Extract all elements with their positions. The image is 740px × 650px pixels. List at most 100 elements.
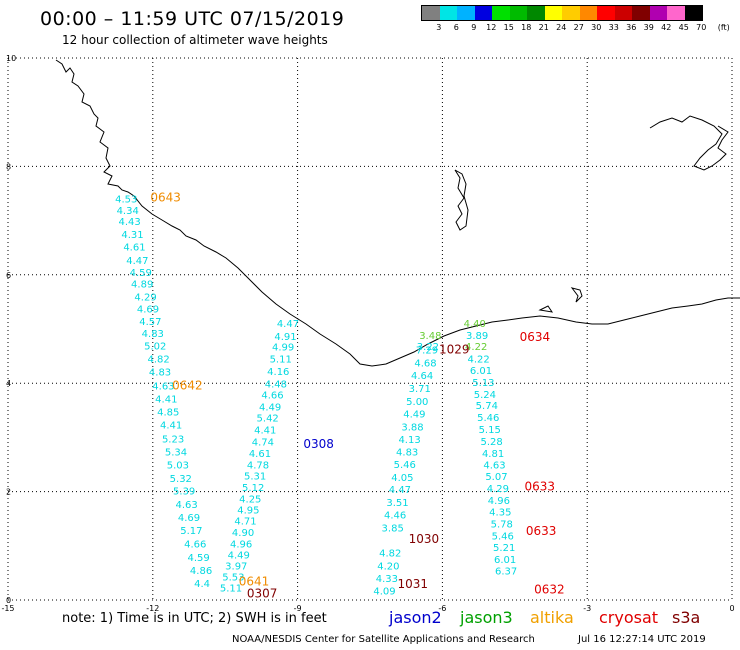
y-tick-label: 10 [6,54,16,63]
wave-height-value: 4.89 [131,279,153,290]
wave-height-value: 4.22 [465,342,487,353]
legend-bin-label: 33 [608,23,619,32]
wave-height-value: 5.12 [242,483,264,494]
wave-height-value: 5.11 [270,355,292,366]
wave-height-value: 4.90 [232,528,254,539]
wave-height-value: 4.74 [252,438,274,449]
legend-bin-label: 70 [696,23,707,32]
wave-height-value: 5.31 [244,472,266,483]
wave-height-value: 4.82 [379,549,401,560]
track-time-label: 0643 [150,191,181,205]
x-tick-label: -15 [1,604,14,613]
map-grid [7,57,733,601]
wave-height-value: 4.22 [467,355,489,366]
wave-height-value: 5.07 [485,472,507,483]
wave-height-value: 5.13 [472,378,494,389]
legend-swatch [614,6,632,20]
wave-height-value: 5.78 [491,519,513,530]
wave-height-value: 4.41 [254,426,276,437]
track-time-label: 0634 [520,330,551,344]
footer-note: note: 1) Time is in UTC; 2) SWH is in fe… [62,611,327,626]
axis-ticks: -15 -12 -9 -6 -3 0 0 2 4 6 8 10 [1,54,734,613]
satellite-name-jason3: jason3 [460,608,513,627]
wave-height-value: 4.41 [155,395,177,406]
wave-height-value: 4.4 [194,579,210,590]
coast-detail [538,287,583,313]
west-africa-coastline [55,59,740,367]
x-tick-label: -9 [294,604,302,613]
wave-height-value: 5.46 [492,531,514,542]
wave-height-value: 5.32 [170,474,192,485]
y-tick-label: 8 [6,162,11,171]
generated-timestamp: Jul 16 12:27:14 UTC 2019 [578,634,706,645]
wave-height-value: 4.68 [414,358,436,369]
track-time-label: 0633 [526,524,557,538]
legend-bin-label: 21 [538,23,549,32]
wave-height-value: 4.66 [261,390,283,401]
wave-height-value: 4.49 [403,409,425,420]
satellite-name-jason2: jason2 [389,608,442,627]
page-subtitle: 12 hour collection of altimeter wave hei… [62,33,328,47]
wave-height-value: 4.34 [117,206,139,217]
wave-height-value: 4.49 [228,550,250,561]
wave-height-value: 4.63 [152,382,174,393]
satellite-name-altika: altika [530,608,574,627]
y-tick-label: 6 [6,271,11,280]
legend-swatch [667,6,685,20]
wave-height-value: 3.22 [417,342,439,353]
wave-height-value: 7.29 [416,345,438,356]
wave-height-value: 3.51 [386,498,408,509]
wave-height-value: 4.69 [137,305,159,316]
wave-height-value: 5.03 [167,460,189,471]
legend-swatch [684,6,702,20]
observation-values: 4.534.344.434.314.614.474.594.894.294.69… [115,195,517,598]
y-tick-label: 2 [6,488,11,497]
wave-height-value: 4.31 [121,230,143,241]
wave-height-value: 4.16 [267,367,289,378]
legend-swatch [509,6,527,20]
legend-swatch [422,6,440,20]
wave-height-value: 6.01 [470,366,492,377]
wave-height-value: 5.39 [173,486,195,497]
track-time-label: 0307 [247,586,278,600]
wave-height-value: 4.13 [398,435,420,446]
wave-height-value: 4.40 [464,319,486,330]
wave-height-value: 5.28 [480,437,502,448]
wave-height-value: 4.83 [142,329,164,340]
wave-height-value: 5.02 [144,342,166,353]
wave-height-value: 4.20 [377,562,399,573]
wave-height-value: 5.53 [222,572,244,583]
legend-bin-label: 39 [643,23,654,32]
wave-height-value: 4.47 [277,319,299,330]
legend-swatch [492,6,510,20]
wave-height-value: 4.59 [130,268,152,279]
wave-height-value: 4.99 [272,343,294,354]
wave-height-value: 4.57 [139,317,161,328]
wave-height-value: 4.49 [259,402,281,413]
wave-height-value: 4.09 [373,587,395,598]
wave-height-value: 5.17 [180,526,202,537]
x-tick-label: -12 [146,604,159,613]
legend-bin-label: 24 [556,23,567,32]
coastline [55,59,740,367]
wave-height-value: 3.97 [225,562,247,573]
wave-height-value: 4.86 [190,566,212,577]
legend-bin-label: 15 [503,23,514,32]
color-legend: (ft) 3 6 9 12 15 18 21 24 27 30 33 36 39 42 45 70 [421,5,730,33]
legend-labels: (ft) 3 6 9 12 15 18 21 24 27 30 33 36 39 42 45 70 [421,21,730,33]
x-tick-label: -3 [583,604,591,613]
legend-swatch [527,6,545,20]
wave-height-value: 4.64 [411,371,433,382]
wave-height-value: 4.96 [230,539,252,550]
wave-height-value: 4.83 [396,447,418,458]
legend-bin-label: 36 [626,23,637,32]
inland-shore-2 [649,115,729,171]
track-time-label: 1031 [398,577,429,591]
wave-height-value: 5.46 [394,460,416,471]
wave-height-value: 5.21 [493,543,515,554]
wave-height-value: 4.82 [147,355,169,366]
wave-height-value: 4.25 [239,494,261,505]
wave-height-value: 6.01 [494,555,516,566]
wave-height-value: 4.43 [118,217,140,228]
